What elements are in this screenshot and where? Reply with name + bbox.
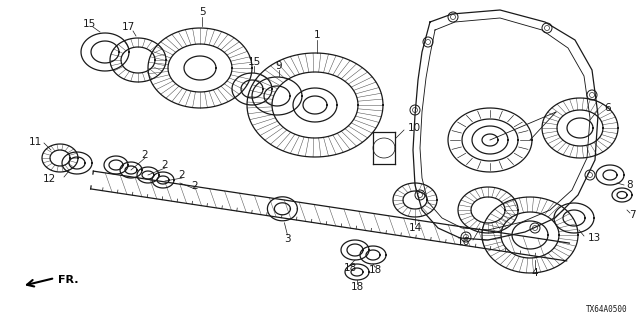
Text: 7: 7 bbox=[628, 210, 636, 220]
Text: 15: 15 bbox=[248, 57, 260, 67]
Text: 6: 6 bbox=[605, 103, 611, 113]
Text: 2: 2 bbox=[162, 160, 168, 170]
Text: 9: 9 bbox=[276, 61, 282, 71]
Text: 13: 13 bbox=[588, 233, 600, 243]
Text: 16: 16 bbox=[456, 237, 470, 247]
Text: FR.: FR. bbox=[58, 275, 79, 285]
Text: 3: 3 bbox=[284, 234, 291, 244]
Text: 2: 2 bbox=[179, 170, 186, 180]
Text: 18: 18 bbox=[344, 263, 356, 273]
Text: 1: 1 bbox=[314, 30, 320, 40]
Text: 10: 10 bbox=[408, 123, 420, 133]
Text: 12: 12 bbox=[42, 174, 56, 184]
Text: 17: 17 bbox=[122, 22, 134, 32]
Text: 11: 11 bbox=[28, 137, 42, 147]
Text: 2: 2 bbox=[141, 150, 148, 160]
Text: 4: 4 bbox=[532, 268, 538, 278]
Text: 18: 18 bbox=[350, 282, 364, 292]
Text: 2: 2 bbox=[192, 181, 198, 191]
Text: TX64A0500: TX64A0500 bbox=[586, 305, 628, 314]
Text: 18: 18 bbox=[369, 265, 381, 275]
Text: 5: 5 bbox=[198, 7, 205, 17]
Text: 8: 8 bbox=[627, 180, 634, 190]
Text: 15: 15 bbox=[83, 19, 95, 29]
Text: 14: 14 bbox=[408, 223, 422, 233]
